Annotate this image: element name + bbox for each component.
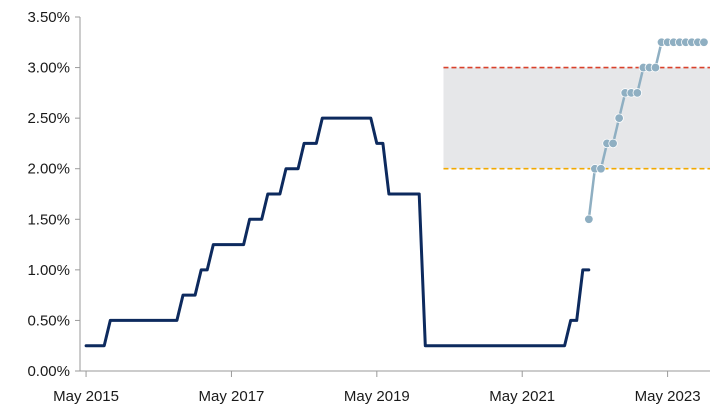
y-tick-label-3: 1.50% bbox=[27, 211, 70, 228]
x-tick-label-3: May 2021 bbox=[489, 388, 555, 405]
y-tick-label-0: 0.00% bbox=[27, 363, 70, 380]
y-tick-label-5: 2.50% bbox=[27, 110, 70, 127]
series-1-point-11 bbox=[650, 62, 661, 73]
x-tick-label-4: May 2023 bbox=[635, 388, 701, 405]
y-tick-label-2: 1.00% bbox=[27, 262, 70, 279]
target-band-layer bbox=[443, 67, 710, 169]
series-1-point-2 bbox=[596, 164, 606, 174]
x-tick-label-1: May 2017 bbox=[199, 388, 265, 405]
series-1-point-8 bbox=[632, 88, 643, 98]
tick-labels-layer: 0.00% 0.50% 1.00% 1.50% 2.00% 2.50% 3.00% 3.50%… bbox=[27, 9, 700, 405]
series-line-0 bbox=[84, 116, 591, 348]
y-tick-label-4: 2.00% bbox=[27, 161, 70, 178]
series-1-point-0 bbox=[584, 214, 594, 224]
reference-lines-layer bbox=[443, 66, 710, 170]
axes-layer bbox=[75, 16, 710, 377]
y-tick-label-6: 3.00% bbox=[27, 60, 70, 77]
x-tick-label-2: May 2019 bbox=[344, 388, 410, 405]
series-1-point-5 bbox=[614, 113, 624, 123]
y-tick-label-1: 0.50% bbox=[27, 312, 70, 329]
target-range-band bbox=[443, 67, 710, 169]
markers-layer bbox=[584, 37, 709, 224]
y-tick-label-7: 3.50% bbox=[27, 9, 70, 26]
series-1-point-19 bbox=[699, 37, 709, 47]
series-1-point-4 bbox=[608, 138, 618, 149]
x-tick-label-0: May 2015 bbox=[53, 388, 119, 405]
